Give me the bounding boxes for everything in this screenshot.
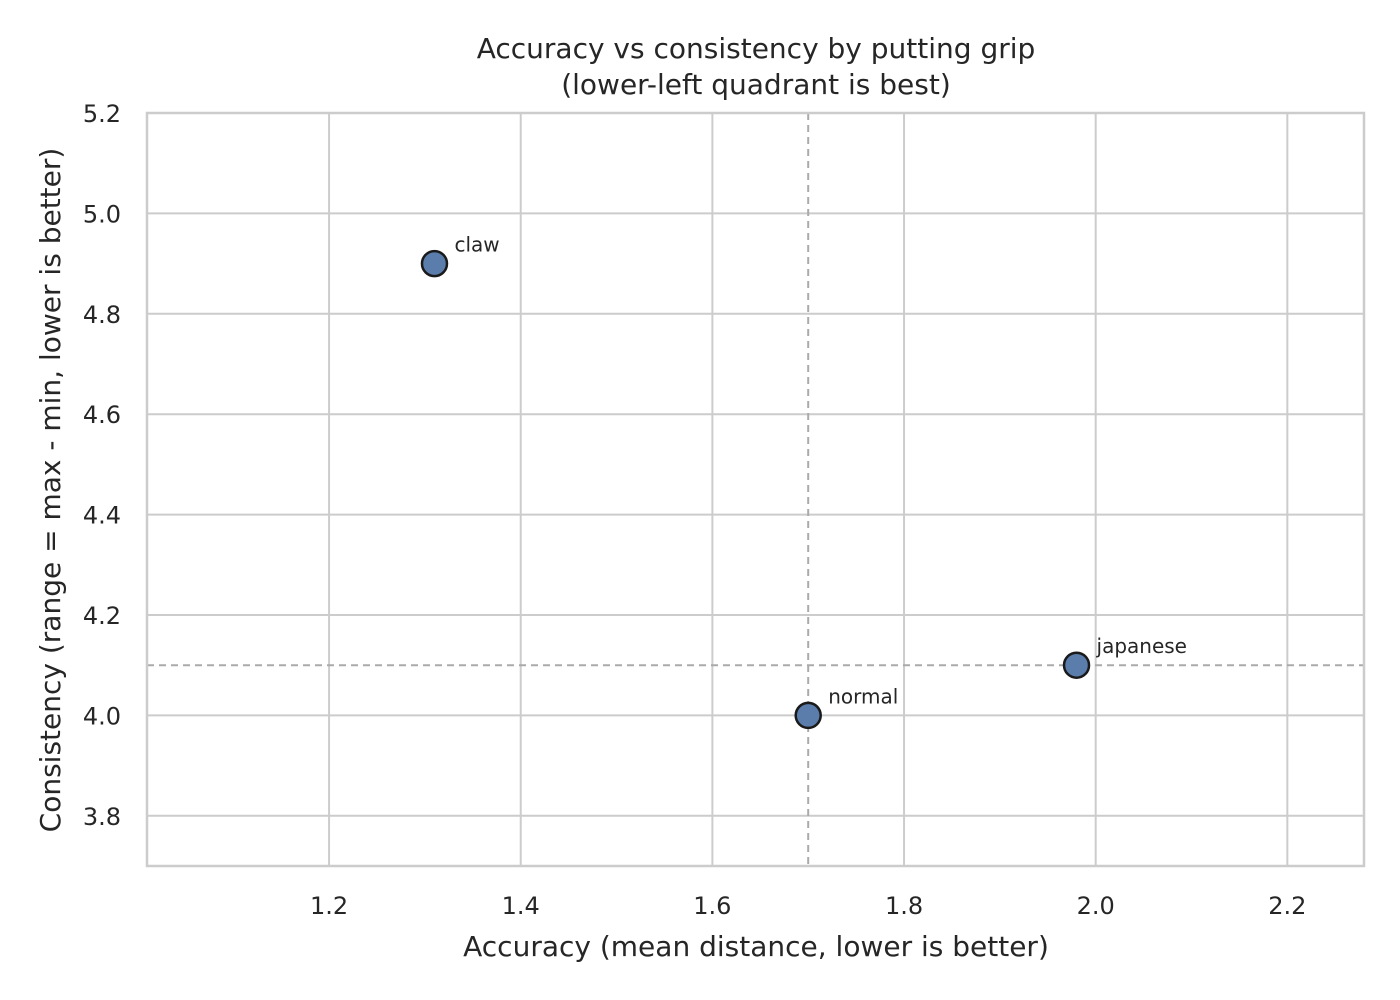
x-tick-label: 1.4	[502, 892, 540, 920]
chart-subtitle: (lower-left quadrant is best)	[561, 68, 951, 101]
y-tick-label: 5.0	[83, 200, 121, 228]
x-tick-label: 1.8	[885, 892, 923, 920]
data-points: claw normal japanese	[420, 233, 1187, 730]
tick-labels: 1.2 1.4 1.6 1.8 2.0 2.2 3.8 4.0 4.2 4.4 4.6 4.8 5.0 5…	[83, 100, 1307, 920]
y-tick-label: 4.2	[83, 602, 121, 630]
x-tick-label: 1.2	[310, 892, 348, 920]
point-label-japanese: japanese	[1096, 634, 1187, 658]
point-japanese	[1062, 651, 1091, 679]
y-tick-label: 3.8	[83, 803, 121, 831]
x-axis-label: Accuracy (mean distance, lower is better…	[463, 930, 1049, 963]
point-claw	[420, 249, 449, 278]
y-tick-label: 5.2	[83, 100, 121, 128]
x-tick-label: 2.2	[1268, 892, 1306, 920]
y-axis-label: Consistency (range = max - min, lower is…	[34, 148, 67, 833]
y-tick-label: 4.0	[83, 702, 121, 730]
y-tick-label: 4.8	[83, 301, 121, 329]
point-label-claw: claw	[454, 233, 499, 257]
chart-title: Accuracy vs consistency by putting grip	[477, 32, 1036, 65]
y-tick-label: 4.4	[83, 502, 121, 530]
point-normal	[794, 701, 822, 730]
x-tick-label: 1.6	[693, 892, 731, 920]
reference-lines	[147, 113, 1364, 866]
x-tick-label: 2.0	[1077, 892, 1115, 920]
point-label-normal: normal	[828, 684, 898, 708]
y-tick-label: 4.6	[83, 401, 121, 429]
plot-frame	[145, 111, 1366, 868]
